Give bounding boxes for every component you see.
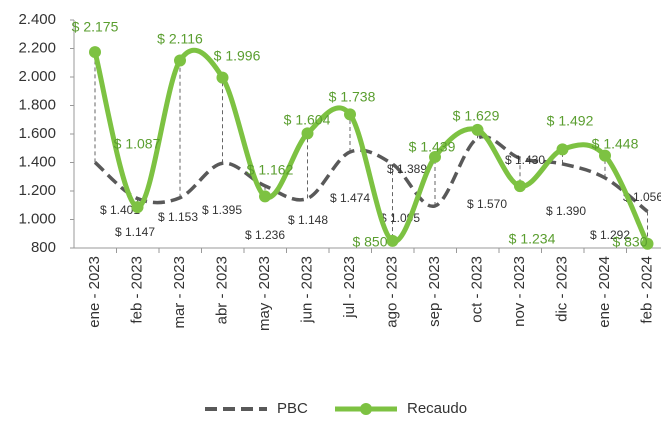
data-label: $ 1.292 — [590, 228, 630, 242]
marker — [259, 190, 271, 203]
marker — [641, 237, 654, 250]
data-label: $ 1.234 — [509, 231, 556, 247]
data-label: $ 1.087 — [114, 136, 161, 152]
data-label: $ 1.147 — [115, 225, 155, 239]
data-label: $ 1.738 — [329, 89, 376, 105]
x-tick-label: jun - 2023 — [298, 256, 315, 324]
data-label: $ 1.430 — [505, 153, 545, 167]
x-tick-label: mar - 2023 — [171, 256, 188, 329]
data-label: $ 1.389 — [387, 162, 427, 176]
data-label: $ 1.401 — [100, 203, 140, 217]
marker — [429, 150, 441, 163]
y-tick-label: 2.000 — [18, 68, 56, 85]
marker — [599, 149, 611, 162]
x-tick-label: ene - 2023 — [86, 256, 103, 328]
x-tick-label: sep - 2023 — [426, 256, 443, 327]
legend-label: Recaudo — [407, 400, 467, 417]
data-label: $ 1.570 — [467, 197, 507, 211]
data-label: $ 1.395 — [202, 203, 242, 217]
marker — [131, 201, 144, 214]
marker — [216, 71, 229, 84]
legend-marker — [360, 403, 372, 415]
data-label: $ 1.492 — [547, 113, 594, 129]
marker — [89, 46, 101, 59]
y-tick-label: 1.200 — [18, 182, 56, 199]
marker — [556, 143, 569, 156]
x-tick-label: feb - 2023 — [128, 256, 145, 324]
data-label: $ 2.116 — [157, 31, 203, 47]
data-label: $ 1.604 — [284, 112, 331, 128]
y-tick-label: 1.600 — [18, 125, 56, 142]
data-label: $ 2.175 — [72, 19, 119, 35]
series-line — [93, 134, 649, 213]
x-tick-label: nov - 2023 — [511, 256, 528, 327]
marker — [344, 108, 356, 121]
data-label: $ 1.629 — [453, 108, 500, 124]
x-tick-label: ago - 2023 — [383, 256, 400, 328]
data-label: $ 850 — [352, 234, 387, 250]
data-label: $ 1.236 — [245, 228, 285, 242]
data-label: $ 1.390 — [546, 204, 586, 218]
marker — [174, 54, 186, 67]
data-label: $ 1.162 — [247, 162, 294, 178]
legend-label: PBC — [277, 400, 308, 417]
x-tick-label: dic - 2023 — [553, 256, 570, 322]
x-tick-label: may - 2023 — [256, 256, 273, 331]
data-label: $ 1.439 — [409, 139, 456, 155]
x-tick-label: abr - 2023 — [213, 256, 230, 324]
x-tick-label: ene - 2024 — [596, 256, 613, 328]
x-tick-label: jul - 2023 — [341, 256, 358, 319]
marker — [386, 234, 399, 247]
data-label: $ 1.448 — [592, 136, 639, 152]
data-label: $ 1.996 — [214, 48, 261, 64]
marker — [471, 123, 484, 136]
data-label: $ 830 — [612, 234, 647, 250]
data-label: $ 1.153 — [158, 210, 198, 224]
y-tick-label: 1.000 — [18, 210, 56, 227]
x-tick-label: oct - 2023 — [468, 256, 485, 323]
data-label: $ 1.056 — [623, 190, 661, 204]
y-tick-label: 800 — [31, 239, 56, 256]
y-tick-label: 1.400 — [18, 153, 56, 170]
marker — [514, 180, 526, 193]
x-tick-label: feb - 2024 — [638, 256, 655, 324]
data-label: $ 1.474 — [330, 191, 370, 205]
y-tick-label: 1.800 — [18, 96, 56, 113]
data-label: $ 1.148 — [288, 213, 328, 227]
y-tick-label: 2.400 — [18, 11, 56, 28]
y-tick-label: 2.200 — [18, 39, 56, 56]
marker — [301, 127, 314, 140]
